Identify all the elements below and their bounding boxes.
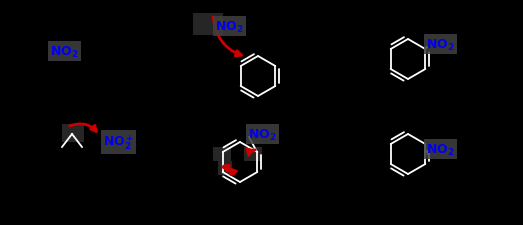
FancyBboxPatch shape (213, 147, 231, 161)
FancyBboxPatch shape (193, 14, 223, 36)
FancyBboxPatch shape (62, 124, 84, 142)
Text: $\mathbf{NO_2^+}$: $\mathbf{NO_2^+}$ (103, 133, 134, 152)
Text: $\mathbf{NO_2}$: $\mathbf{NO_2}$ (426, 142, 454, 157)
Text: $\mathbf{NO_2}$: $\mathbf{NO_2}$ (215, 19, 244, 34)
Text: $\mathbf{NO_2}$: $\mathbf{NO_2}$ (426, 37, 454, 52)
FancyBboxPatch shape (244, 147, 262, 161)
Text: $\mathbf{NO_2}$: $\mathbf{NO_2}$ (248, 127, 277, 142)
Text: $\mathbf{NO_2}$: $\mathbf{NO_2}$ (50, 44, 78, 59)
FancyBboxPatch shape (218, 161, 232, 175)
